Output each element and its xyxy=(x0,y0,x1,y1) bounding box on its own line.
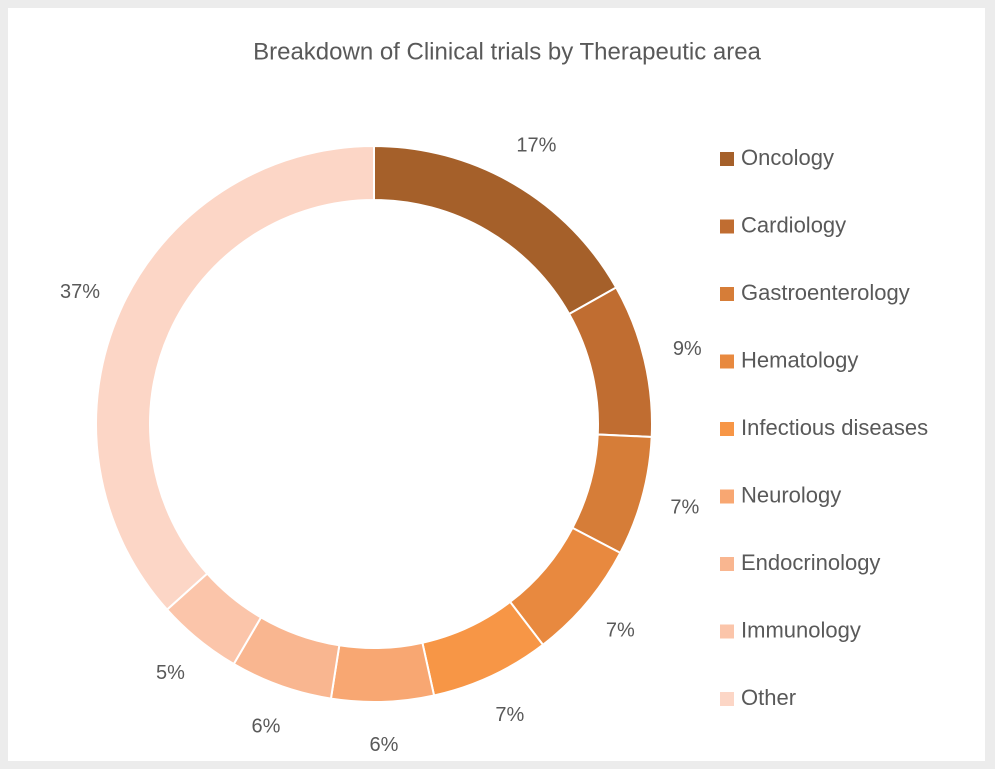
chart-title: Breakdown of Clinical trials by Therapeu… xyxy=(253,38,761,65)
donut-slice xyxy=(95,144,375,612)
legend-swatch xyxy=(720,489,734,504)
legend-label: Hematology xyxy=(741,347,858,372)
legend-swatch xyxy=(720,557,734,571)
legend-label: Oncology xyxy=(741,145,834,170)
legend-label: Cardiology xyxy=(741,212,846,237)
legend-label: Other xyxy=(741,685,796,710)
legend-label: Gastroenterology xyxy=(741,280,910,305)
legend-label: Infectious diseases xyxy=(741,415,928,440)
legend-swatch xyxy=(720,152,734,166)
legend-label: Endocrinology xyxy=(741,550,880,575)
legend-swatch xyxy=(720,422,734,436)
legend-swatch xyxy=(720,219,734,234)
data-label: 7% xyxy=(606,620,635,642)
legend-swatch xyxy=(720,287,734,301)
data-label: 6% xyxy=(252,716,281,738)
donut-slice xyxy=(329,641,436,703)
data-label: 7% xyxy=(495,704,524,726)
data-label: 6% xyxy=(370,734,399,756)
legend-swatch xyxy=(720,354,734,369)
data-label: 37% xyxy=(60,281,100,303)
legend-label: Immunology xyxy=(741,617,861,642)
legend-swatch xyxy=(720,692,734,706)
data-label: 17% xyxy=(516,134,556,156)
legend-swatch xyxy=(720,624,734,639)
data-label: 5% xyxy=(156,662,185,684)
data-label: 9% xyxy=(673,338,702,360)
legend-label: Neurology xyxy=(741,482,841,507)
data-label: 7% xyxy=(670,496,699,518)
